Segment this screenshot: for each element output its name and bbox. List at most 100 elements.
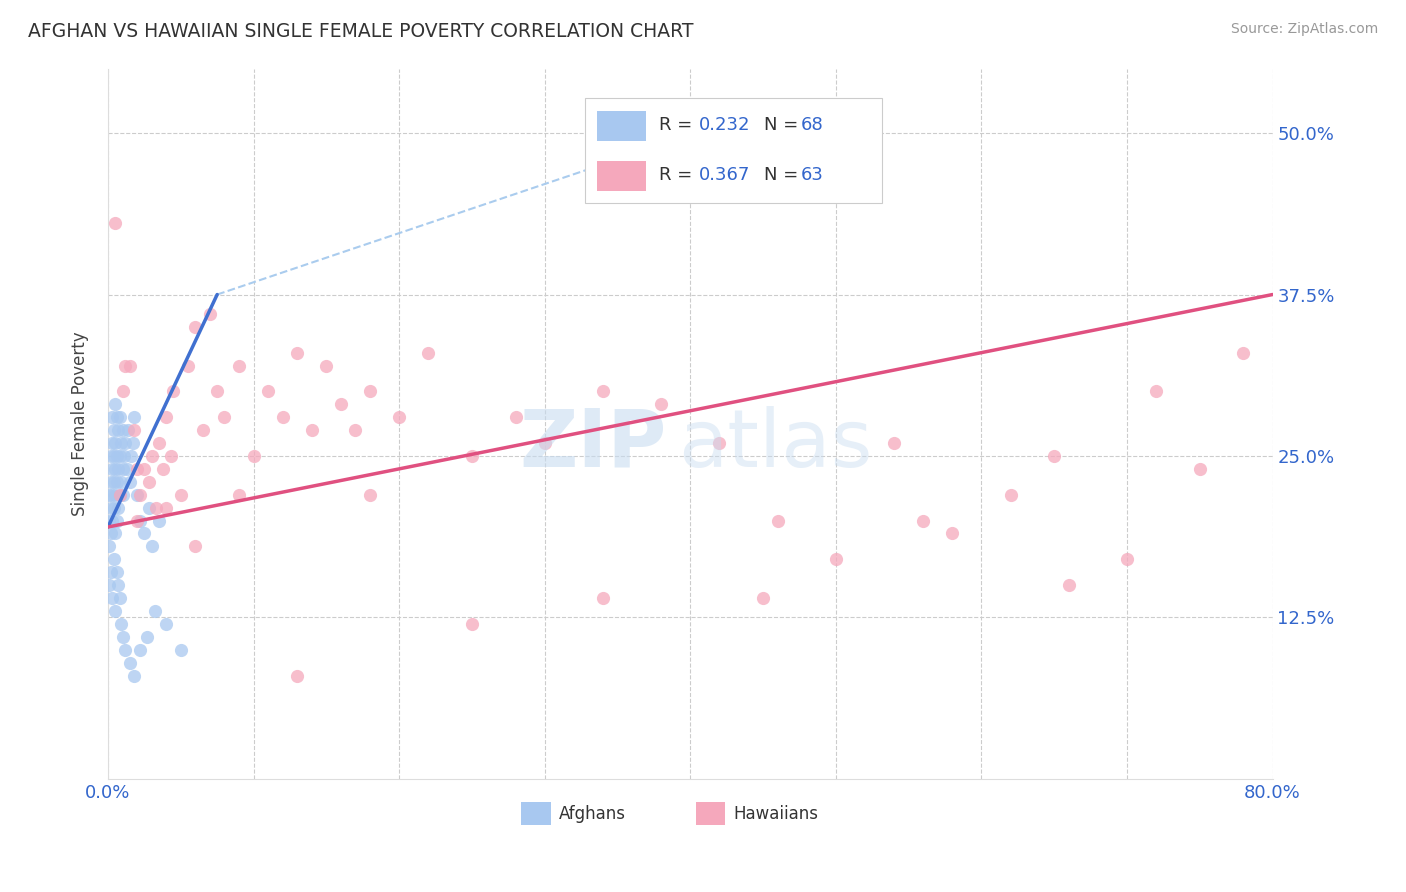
Point [115, 462, 138, 476]
Point [129, 514, 152, 528]
Point [205, 384, 228, 399]
Point [103, 449, 125, 463]
Text: atlas: atlas [679, 406, 873, 484]
FancyBboxPatch shape [585, 98, 883, 203]
Point [228, 488, 250, 502]
Point [1232, 345, 1254, 359]
Point [184, 540, 207, 554]
Point [159, 449, 181, 463]
Point [418, 345, 440, 359]
Point [242, 449, 264, 463]
Point [101, 436, 124, 450]
Point [214, 410, 236, 425]
Text: 63: 63 [801, 166, 824, 184]
Point [104, 436, 127, 450]
Point [359, 384, 381, 399]
Text: 0.232: 0.232 [699, 116, 749, 135]
Text: Afghans: Afghans [558, 805, 626, 822]
Y-axis label: Single Female Poverty: Single Female Poverty [72, 331, 89, 516]
Point [198, 307, 221, 321]
Point [104, 462, 127, 476]
Point [143, 604, 166, 618]
Point [111, 462, 134, 476]
Point [257, 384, 280, 399]
Point [271, 410, 294, 425]
Point [388, 410, 411, 425]
Point [191, 423, 214, 437]
Text: Source: ZipAtlas.com: Source: ZipAtlas.com [1230, 22, 1378, 37]
Point [111, 384, 134, 399]
Point [315, 359, 337, 373]
Point [108, 410, 131, 425]
Point [138, 500, 160, 515]
Point [127, 462, 149, 476]
Point [148, 514, 170, 528]
Point [100, 565, 122, 579]
Point [129, 488, 152, 502]
Point [120, 449, 142, 463]
Point [118, 656, 141, 670]
Point [592, 591, 614, 605]
Text: N =: N = [763, 116, 804, 135]
Point [104, 397, 127, 411]
Point [1000, 488, 1022, 502]
Point [114, 359, 136, 373]
Point [122, 423, 145, 437]
Point [104, 217, 127, 231]
Point [912, 514, 935, 528]
Point [111, 488, 134, 502]
Text: AFGHAN VS HAWAIIAN SINGLE FEMALE POVERTY CORRELATION CHART: AFGHAN VS HAWAIIAN SINGLE FEMALE POVERTY… [28, 22, 693, 41]
Point [533, 436, 555, 450]
FancyBboxPatch shape [696, 802, 725, 825]
Text: R =: R = [659, 166, 697, 184]
Point [112, 449, 135, 463]
Point [1144, 384, 1167, 399]
Point [110, 616, 132, 631]
Point [301, 423, 323, 437]
Point [941, 526, 963, 541]
Text: N =: N = [763, 166, 804, 184]
Point [110, 436, 132, 450]
Point [461, 616, 484, 631]
Point [107, 578, 129, 592]
Point [127, 514, 149, 528]
Point [752, 591, 775, 605]
Point [98, 540, 121, 554]
Point [100, 449, 122, 463]
Point [148, 436, 170, 450]
Point [105, 475, 128, 489]
Point [122, 668, 145, 682]
Point [105, 565, 128, 579]
Point [105, 410, 128, 425]
Point [134, 462, 156, 476]
Point [285, 345, 308, 359]
Text: 68: 68 [801, 116, 824, 135]
Point [152, 462, 174, 476]
Point [104, 604, 127, 618]
Point [121, 436, 143, 450]
Point [103, 500, 125, 515]
Point [101, 462, 124, 476]
Point [118, 359, 141, 373]
Point [101, 410, 124, 425]
Point [141, 449, 163, 463]
Point [285, 668, 308, 682]
Point [883, 436, 905, 450]
Point [1043, 449, 1066, 463]
Point [134, 526, 156, 541]
Point [111, 630, 134, 644]
FancyBboxPatch shape [598, 112, 645, 141]
Point [170, 642, 193, 657]
Point [709, 436, 731, 450]
Text: 0.367: 0.367 [699, 166, 749, 184]
Point [98, 488, 121, 502]
Point [107, 462, 129, 476]
Point [108, 488, 131, 502]
Point [114, 436, 136, 450]
Point [105, 514, 128, 528]
Point [100, 500, 122, 515]
Point [145, 500, 167, 515]
Point [155, 616, 177, 631]
Point [118, 475, 141, 489]
Point [105, 449, 128, 463]
